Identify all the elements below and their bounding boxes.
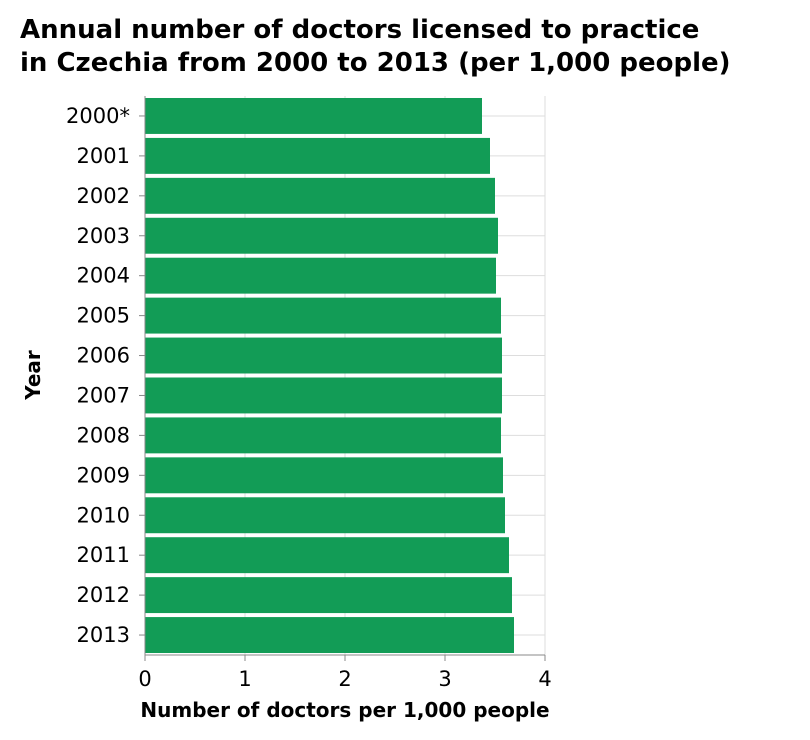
bar-2011 [145,537,509,574]
y-tick-label: 2008 [77,423,130,447]
bar-2004 [145,257,496,294]
y-tick-label: 2006 [77,344,130,368]
chart-title: Annual number of doctors licensed to pra… [20,14,800,80]
x-tick-label: 3 [438,667,451,691]
y-tick-label: 2000* [66,104,130,128]
bar-2006 [145,337,502,374]
bar-2003 [145,217,498,254]
bar-2007 [145,377,502,414]
y-tick-label: 2002 [77,184,130,208]
bar-2010 [145,497,505,534]
bar-2005 [145,297,501,334]
bar-2009 [145,457,503,494]
x-tick-label: 0 [138,667,151,691]
bar-2002 [145,177,495,214]
x-tick-label: 4 [538,667,551,691]
bar-2008 [145,417,501,454]
bar-2013 [145,617,514,654]
y-tick-label: 2010 [77,503,130,527]
y-tick-label: 2013 [77,623,130,647]
bars [145,97,514,654]
y-tick-label: 2005 [77,304,130,328]
y-tick-label: 2003 [77,224,130,248]
y-tick-label: 2001 [77,144,130,168]
y-tick-label: 2012 [77,583,130,607]
x-tick-label: 1 [238,667,251,691]
chart-title-line-1: Annual number of doctors licensed to pra… [20,15,700,45]
y-axis-title: Year [21,350,45,401]
chart-title-line-2: in Czechia from 2000 to 2013 (per 1,000 … [20,48,731,78]
y-tick-label: 2007 [77,383,130,407]
bar-2001 [145,137,490,174]
x-axis-title: Number of doctors per 1,000 people [140,698,549,722]
y-tick-label: 2009 [77,463,130,487]
y-tick-label: 2011 [77,543,130,567]
axes: 2000* 2001 2002 2003 2004 2005 2006 2007 2008 200… [66,96,552,691]
x-tick-label: 2 [338,667,351,691]
y-tick-label: 2004 [77,264,130,288]
bar-2000 [145,97,482,134]
bar-2012 [145,577,512,614]
